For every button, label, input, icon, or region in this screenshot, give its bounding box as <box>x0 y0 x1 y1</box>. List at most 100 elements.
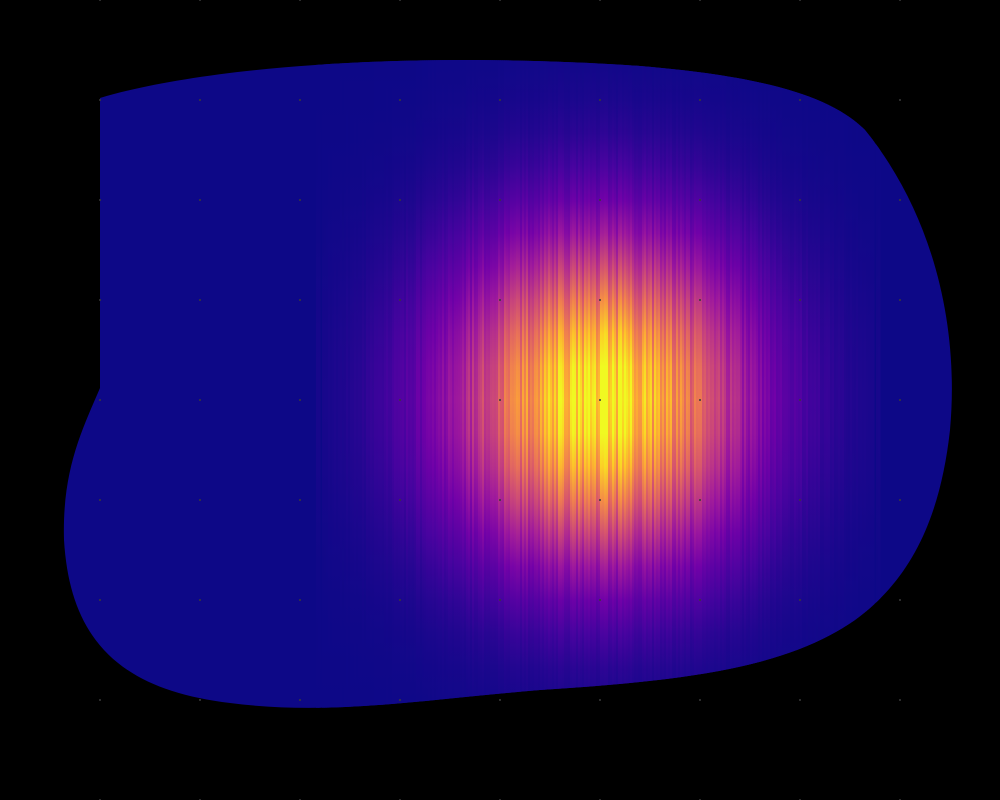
heatmap-column <box>842 60 845 708</box>
heatmap-column <box>704 60 707 708</box>
heatmap-column <box>466 60 469 708</box>
heatmap-column <box>486 60 489 708</box>
heatmap-column <box>760 60 763 708</box>
heatmap-column <box>804 60 807 708</box>
heatmap-column <box>338 60 341 708</box>
grid-dot <box>699 599 701 601</box>
heatmap-column <box>510 60 513 708</box>
heatmap-column <box>472 60 475 708</box>
grid-dot <box>399 99 401 101</box>
heatmap-column <box>462 60 465 708</box>
grid-dot <box>699 299 701 301</box>
heatmap-column <box>372 60 375 708</box>
heatmap-column <box>686 60 689 708</box>
heatmap-column <box>518 60 521 708</box>
grid-dot <box>699 199 701 201</box>
heatmap-column <box>580 60 583 708</box>
heatmap-column <box>322 60 325 708</box>
heatmap-column <box>862 60 865 708</box>
grid-dot <box>499 99 501 101</box>
heatmap-column <box>346 60 349 708</box>
heatmap-column <box>772 60 775 708</box>
grid-dot <box>199 199 201 201</box>
heatmap-column <box>406 60 409 708</box>
heatmap-column <box>652 60 655 708</box>
heatmap-column <box>546 60 549 708</box>
heatmap-column <box>456 60 459 708</box>
heatmap-column <box>656 60 659 708</box>
heatmap-column <box>836 60 839 708</box>
heatmap-column <box>736 60 739 708</box>
grid-dot <box>899 299 901 301</box>
grid-dot <box>499 499 501 501</box>
heatmap-column <box>360 60 363 708</box>
heatmap-column <box>660 60 663 708</box>
heatmap-column <box>780 60 783 708</box>
grid-dot <box>599 0 601 1</box>
heatmap-column <box>658 60 661 708</box>
heatmap-column <box>592 60 595 708</box>
heatmap-column <box>376 60 379 708</box>
heatmap-column <box>746 60 749 708</box>
heatmap-column <box>620 60 623 708</box>
heatmap-column <box>628 60 631 708</box>
grid-dot <box>799 299 801 301</box>
heatmap-column <box>644 60 647 708</box>
grid-dot <box>499 699 501 701</box>
heatmap-column <box>440 60 443 708</box>
heatmap-column <box>470 60 473 708</box>
heatmap-column <box>382 60 385 708</box>
heatmap-column <box>552 60 555 708</box>
heatmap-column <box>870 60 873 708</box>
heatmap-column <box>374 60 377 708</box>
heatmap-column <box>734 60 737 708</box>
grid-dot <box>299 299 301 301</box>
grid-dot <box>199 0 201 1</box>
heatmap-column <box>332 60 335 708</box>
heatmap-column <box>578 60 581 708</box>
heatmap-column <box>460 60 463 708</box>
heatmap-column <box>758 60 761 708</box>
heatmap-column <box>762 60 765 708</box>
heatmap-column <box>478 60 481 708</box>
heatmap-column <box>610 60 613 708</box>
heatmap-column <box>650 60 653 708</box>
heatmap-column <box>756 60 759 708</box>
heatmap-column <box>834 60 837 708</box>
heatmap-column <box>494 60 497 708</box>
heatmap-column <box>414 60 417 708</box>
grid-dot <box>299 499 301 501</box>
heatmap-column <box>398 60 401 708</box>
heatmap-column <box>810 60 813 708</box>
heatmap-column <box>840 60 843 708</box>
heatmap-column <box>662 60 665 708</box>
heatmap-column <box>714 60 717 708</box>
heatmap-column <box>718 60 721 708</box>
grid-dot <box>499 599 501 601</box>
grid-dot <box>599 199 601 201</box>
heatmap-column <box>430 60 433 708</box>
heatmap-column <box>582 60 585 708</box>
heatmap-column <box>864 60 867 708</box>
heatmap-column <box>600 60 603 708</box>
heatmap-column <box>450 60 453 708</box>
heatmap-column <box>442 60 445 708</box>
heatmap-column <box>362 60 365 708</box>
heatmap-column <box>766 60 769 708</box>
heatmap-column <box>426 60 429 708</box>
heatmap-column <box>328 60 331 708</box>
heatmap-column <box>492 60 495 708</box>
heatmap-column <box>778 60 781 708</box>
heatmap-column <box>508 60 511 708</box>
heatmap-column <box>850 60 853 708</box>
heatmap-column <box>672 60 675 708</box>
grid-dot <box>399 599 401 601</box>
heatmap-column <box>572 60 575 708</box>
heatmap-column <box>630 60 633 708</box>
heatmap-column <box>526 60 529 708</box>
heatmap-column <box>418 60 421 708</box>
heatmap-column <box>500 60 503 708</box>
heatmap-column <box>504 60 507 708</box>
heatmap-column <box>352 60 355 708</box>
